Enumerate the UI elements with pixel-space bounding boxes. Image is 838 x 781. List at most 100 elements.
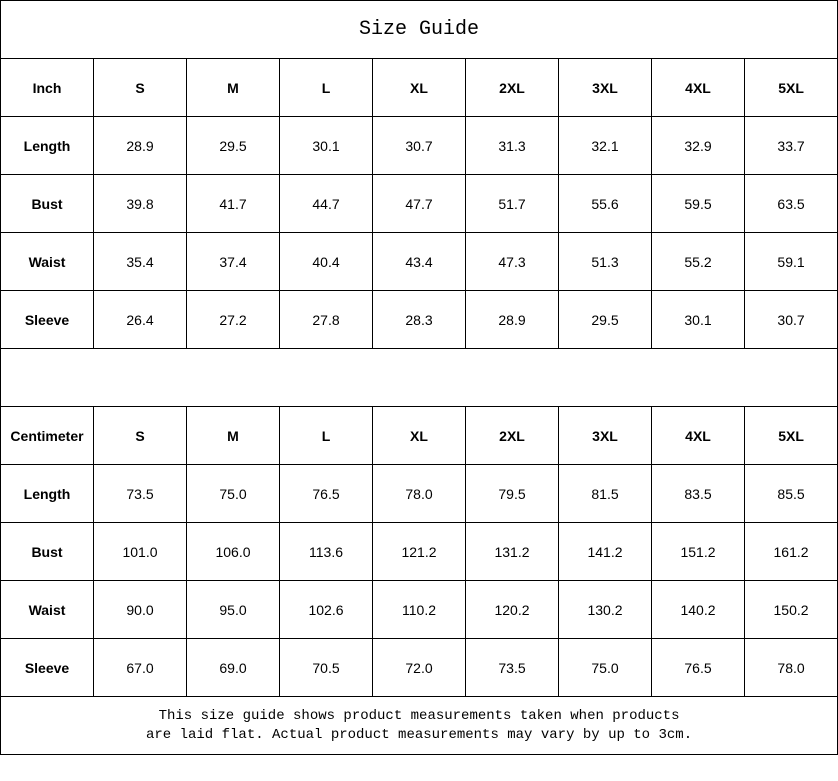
row-label: Waist xyxy=(0,580,94,639)
row-label: Length xyxy=(0,116,94,175)
table-row: Waist 90.0 95.0 102.6 110.2 120.2 130.2 140.2 15… xyxy=(0,580,838,639)
size-header: 2XL xyxy=(465,406,559,465)
measurement-cell: 106.0 xyxy=(186,522,280,581)
measurement-cell: 67.0 xyxy=(93,638,187,697)
measurement-cell: 30.7 xyxy=(743,290,838,349)
size-header: XL xyxy=(372,406,466,465)
measurement-cell: 31.3 xyxy=(465,116,559,175)
size-header: 4XL xyxy=(651,406,745,465)
measurement-cell: 55.6 xyxy=(558,174,652,233)
measurement-cell: 151.2 xyxy=(651,522,745,581)
table-row: Bust 101.0 106.0 113.6 121.2 131.2 141.2 151.2 1… xyxy=(0,522,838,581)
measurement-cell: 32.9 xyxy=(651,116,745,175)
measurement-cell: 29.5 xyxy=(558,290,652,349)
row-label: Sleeve xyxy=(0,638,94,697)
note-line-2: are laid flat. Actual product measuremen… xyxy=(146,726,693,743)
measurement-cell: 28.3 xyxy=(372,290,466,349)
measurement-cell: 78.0 xyxy=(372,464,466,523)
row-label: Waist xyxy=(0,232,94,291)
table-row: Length 73.5 75.0 76.5 78.0 79.5 81.5 83.5 85.5 xyxy=(0,464,838,523)
size-header: 4XL xyxy=(651,58,745,117)
unit-header: Centimeter xyxy=(0,406,94,465)
measurement-cell: 110.2 xyxy=(372,580,466,639)
measurement-cell: 121.2 xyxy=(372,522,466,581)
measurement-cell: 83.5 xyxy=(651,464,745,523)
table-row: Waist 35.4 37.4 40.4 43.4 47.3 51.3 55.2 59.1 xyxy=(0,232,838,291)
spacer-cell xyxy=(0,348,838,407)
measurement-cell: 40.4 xyxy=(279,232,373,291)
measurement-cell: 131.2 xyxy=(465,522,559,581)
table-row: Sleeve 26.4 27.2 27.8 28.3 28.9 29.5 30.1 30.7 xyxy=(0,290,838,349)
measurement-cell: 85.5 xyxy=(743,464,838,523)
header-row: Centimeter S M L XL 2XL 3XL 4XL 5XL xyxy=(0,406,838,465)
measurement-cell: 28.9 xyxy=(465,290,559,349)
page-title: Size Guide xyxy=(0,0,838,59)
measurement-cell: 101.0 xyxy=(93,522,187,581)
row-label: Bust xyxy=(0,174,94,233)
measurement-cell: 51.3 xyxy=(558,232,652,291)
measurement-cell: 27.8 xyxy=(279,290,373,349)
measurement-cell: 30.1 xyxy=(279,116,373,175)
measurement-cell: 90.0 xyxy=(93,580,187,639)
measurement-cell: 161.2 xyxy=(743,522,838,581)
measurement-cell: 69.0 xyxy=(186,638,280,697)
measurement-cell: 72.0 xyxy=(372,638,466,697)
measurement-cell: 44.7 xyxy=(279,174,373,233)
table-row: Bust 39.8 41.7 44.7 47.7 51.7 55.6 59.5 63.5 xyxy=(0,174,838,233)
measurement-cell: 141.2 xyxy=(558,522,652,581)
footnote: This size guide shows product measuremen… xyxy=(0,696,838,755)
size-header: XL xyxy=(372,58,466,117)
size-header: M xyxy=(186,58,280,117)
measurement-cell: 79.5 xyxy=(465,464,559,523)
size-header: 5XL xyxy=(743,406,838,465)
measurement-cell: 59.5 xyxy=(651,174,745,233)
measurement-cell: 37.4 xyxy=(186,232,280,291)
measurement-cell: 41.7 xyxy=(186,174,280,233)
measurement-cell: 39.8 xyxy=(93,174,187,233)
size-header: S xyxy=(93,406,187,465)
measurement-cell: 55.2 xyxy=(651,232,745,291)
measurement-cell: 76.5 xyxy=(279,464,373,523)
measurement-cell: 95.0 xyxy=(186,580,280,639)
note-line-1: This size guide shows product measuremen… xyxy=(158,707,680,724)
size-header: L xyxy=(279,406,373,465)
measurement-cell: 30.7 xyxy=(372,116,466,175)
size-header: 5XL xyxy=(743,58,838,117)
size-header: 3XL xyxy=(558,406,652,465)
measurement-cell: 63.5 xyxy=(743,174,838,233)
measurement-cell: 76.5 xyxy=(651,638,745,697)
measurement-cell: 102.6 xyxy=(279,580,373,639)
measurement-cell: 28.9 xyxy=(93,116,187,175)
measurement-cell: 113.6 xyxy=(279,522,373,581)
measurement-cell: 43.4 xyxy=(372,232,466,291)
measurement-cell: 59.1 xyxy=(743,232,838,291)
measurement-cell: 140.2 xyxy=(651,580,745,639)
measurement-cell: 75.0 xyxy=(558,638,652,697)
measurement-cell: 30.1 xyxy=(651,290,745,349)
table-row: Sleeve 67.0 69.0 70.5 72.0 73.5 75.0 76.5 78.0 xyxy=(0,638,838,697)
spacer-row xyxy=(0,348,838,407)
row-label: Sleeve xyxy=(0,290,94,349)
measurement-cell: 130.2 xyxy=(558,580,652,639)
row-label: Length xyxy=(0,464,94,523)
measurement-cell: 120.2 xyxy=(465,580,559,639)
size-header: L xyxy=(279,58,373,117)
measurement-cell: 47.7 xyxy=(372,174,466,233)
measurement-cell: 70.5 xyxy=(279,638,373,697)
measurement-cell: 78.0 xyxy=(743,638,838,697)
size-guide-table: Size Guide Inch S M L XL 2XL 3XL 4XL 5XL Length 28… xyxy=(0,0,838,755)
measurement-cell: 75.0 xyxy=(186,464,280,523)
measurement-cell: 26.4 xyxy=(93,290,187,349)
measurement-cell: 73.5 xyxy=(465,638,559,697)
size-header: 3XL xyxy=(558,58,652,117)
measurement-cell: 81.5 xyxy=(558,464,652,523)
table-row: Length 28.9 29.5 30.1 30.7 31.3 32.1 32.9 33.7 xyxy=(0,116,838,175)
measurement-cell: 27.2 xyxy=(186,290,280,349)
measurement-cell: 150.2 xyxy=(743,580,838,639)
size-header: 2XL xyxy=(465,58,559,117)
size-header: S xyxy=(93,58,187,117)
measurement-cell: 51.7 xyxy=(465,174,559,233)
row-label: Bust xyxy=(0,522,94,581)
size-header: M xyxy=(186,406,280,465)
measurement-cell: 29.5 xyxy=(186,116,280,175)
